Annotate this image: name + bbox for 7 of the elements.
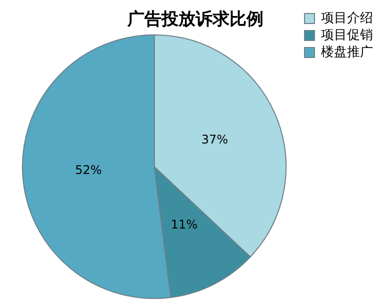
data-label: 11% [170, 218, 198, 232]
data-label: 37% [201, 132, 228, 147]
legend-label: 楼盘推广 [321, 44, 373, 60]
chart-title: 广告投放诉求比例 [126, 10, 264, 30]
data-label: 52% [75, 162, 102, 177]
legend-label: 项目介绍 [321, 10, 373, 26]
legend-label: 项目促销 [321, 28, 373, 43]
